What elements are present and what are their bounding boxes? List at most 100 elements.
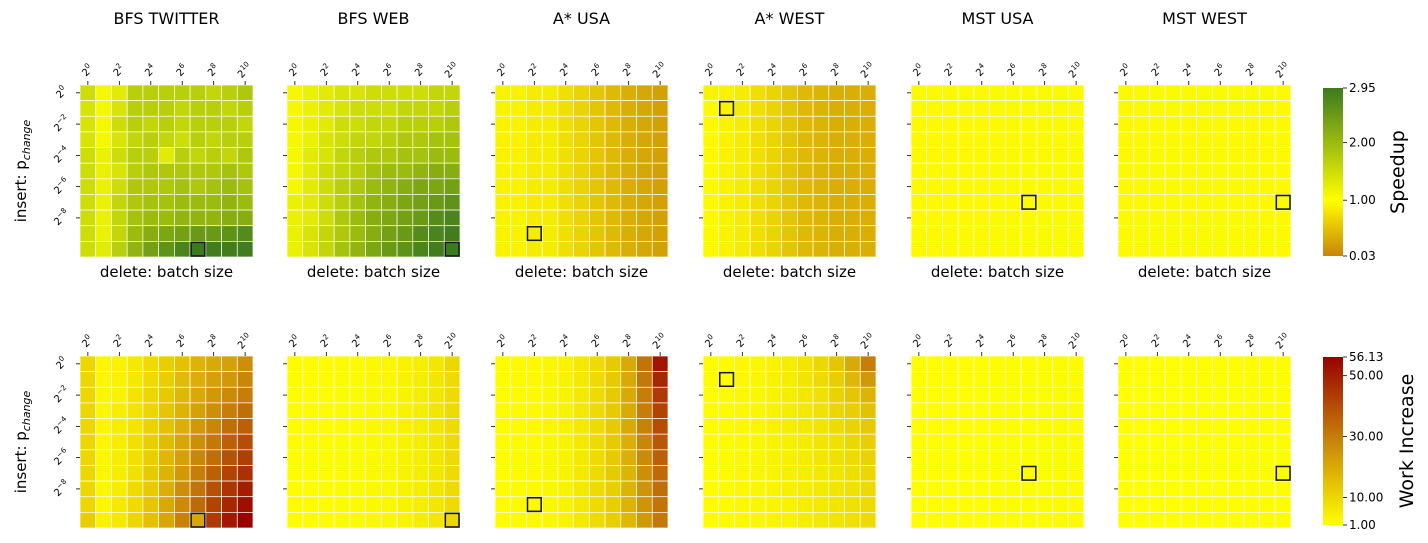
heatmap-cell bbox=[765, 418, 782, 435]
heatmap-cell bbox=[541, 100, 559, 117]
heatmap-cell bbox=[333, 131, 351, 148]
heatmap-cell bbox=[428, 449, 445, 466]
heatmap-cell bbox=[510, 178, 527, 195]
heatmap-cell bbox=[910, 84, 928, 101]
heatmap-cell bbox=[174, 84, 191, 101]
heatmap-cell bbox=[557, 449, 574, 466]
heatmap-cell bbox=[589, 209, 606, 227]
heatmap-cell bbox=[1133, 178, 1150, 195]
heatmap-cell bbox=[510, 194, 527, 211]
heatmap-cell bbox=[1164, 465, 1182, 482]
heatmap-cell bbox=[573, 178, 590, 195]
heatmap-cell bbox=[765, 225, 782, 242]
heatmap-cell bbox=[221, 100, 238, 117]
heatmap-cell bbox=[573, 480, 590, 498]
heatmap-cell bbox=[365, 209, 382, 227]
heatmap-cell bbox=[749, 418, 767, 435]
heatmap-cell bbox=[221, 433, 238, 451]
heatmap-cell bbox=[620, 418, 637, 435]
heatmap-cell bbox=[989, 418, 1006, 435]
heatmap-cell bbox=[126, 209, 144, 227]
heatmap-cell bbox=[604, 225, 622, 242]
heatmap-cell bbox=[749, 402, 767, 419]
heatmap-cell bbox=[718, 84, 735, 101]
heatmap-cell bbox=[812, 209, 830, 227]
heatmap-cell bbox=[636, 100, 653, 117]
x-tick-label: 22 bbox=[524, 61, 542, 79]
heatmap-panel: BFS TWITTER2022242628210202−22−42−62−8de… bbox=[52, 9, 254, 281]
heatmap-cell bbox=[1180, 241, 1197, 258]
x-tick-label: 22 bbox=[1147, 61, 1165, 79]
heatmap-cell bbox=[381, 402, 398, 419]
heatmap-cell bbox=[973, 355, 990, 372]
x-tick-label: 210 bbox=[1272, 330, 1294, 352]
x-tick-label: 210 bbox=[1065, 59, 1087, 81]
heatmap-cell bbox=[749, 449, 767, 466]
heatmap-cell bbox=[828, 402, 845, 419]
heatmap-cell bbox=[1227, 162, 1245, 180]
heatmap-cell bbox=[828, 84, 845, 101]
heatmap-cell bbox=[79, 209, 97, 227]
heatmap-cell bbox=[126, 465, 144, 482]
heatmap-cell bbox=[126, 100, 144, 117]
heatmap-cell bbox=[1212, 465, 1229, 482]
x-axis-label: delete: batch size bbox=[931, 263, 1064, 281]
heatmap-cell bbox=[718, 418, 735, 435]
heatmap-cell bbox=[158, 241, 175, 258]
heatmap-cell bbox=[749, 355, 767, 372]
heatmap-cell bbox=[749, 178, 767, 195]
heatmap-cell bbox=[510, 131, 527, 148]
heatmap-cell bbox=[1149, 178, 1166, 195]
heatmap-cell bbox=[797, 194, 814, 211]
heatmap-cell bbox=[651, 115, 669, 133]
heatmap-cell bbox=[973, 194, 990, 211]
heatmap-cell bbox=[1005, 512, 1022, 529]
colorbar-tick-label: 50.00 bbox=[1349, 369, 1383, 383]
heatmap-cell bbox=[749, 433, 767, 451]
heatmap-cell bbox=[1227, 512, 1245, 529]
heatmap-cell bbox=[443, 225, 461, 242]
heatmap-cell bbox=[158, 100, 175, 117]
heatmap-cell bbox=[957, 225, 975, 242]
heatmap-cell bbox=[828, 512, 845, 529]
heatmap-cell bbox=[111, 386, 128, 404]
heatmap-cell bbox=[734, 433, 751, 451]
heatmap-cell bbox=[494, 225, 512, 242]
heatmap-cell bbox=[286, 162, 304, 180]
heatmap-cell bbox=[541, 209, 559, 227]
heatmap-cell bbox=[381, 225, 398, 242]
heatmap-cell bbox=[189, 115, 207, 133]
heatmap-cell bbox=[636, 241, 653, 258]
heatmap-cell bbox=[541, 402, 559, 419]
heatmap-cell bbox=[1133, 115, 1150, 133]
heatmap-cell bbox=[651, 371, 669, 388]
heatmap-cell bbox=[989, 241, 1006, 258]
heatmap-cell bbox=[443, 433, 461, 451]
heatmap-cell bbox=[942, 465, 959, 482]
heatmap-cell bbox=[205, 512, 222, 529]
heatmap-cell bbox=[286, 209, 304, 227]
highlight-box bbox=[190, 512, 206, 528]
heatmap-cell bbox=[1052, 147, 1069, 164]
heatmap-cell bbox=[557, 433, 574, 451]
heatmap-cell bbox=[1149, 131, 1166, 148]
heatmap-cell bbox=[1212, 115, 1229, 133]
heatmap-cell bbox=[797, 465, 814, 482]
x-axis-label: delete: batch size bbox=[1138, 263, 1271, 281]
heatmap-cell bbox=[718, 480, 735, 498]
heatmap-cell bbox=[396, 194, 414, 211]
heatmap-cell bbox=[989, 147, 1006, 164]
heatmap-cell bbox=[412, 371, 429, 388]
heatmap-cell bbox=[541, 147, 559, 164]
heatmap-cell bbox=[189, 402, 207, 419]
heatmap-cell bbox=[1243, 402, 1260, 419]
heatmap-cell bbox=[95, 386, 112, 404]
heatmap-cell bbox=[286, 194, 304, 211]
heatmap-cell bbox=[286, 115, 304, 133]
heatmap-cell bbox=[781, 465, 798, 482]
heatmap-cell bbox=[1036, 355, 1053, 372]
heatmap-cell bbox=[1212, 84, 1229, 101]
heatmap-cell bbox=[1227, 418, 1245, 435]
heatmap-cell bbox=[828, 371, 845, 388]
